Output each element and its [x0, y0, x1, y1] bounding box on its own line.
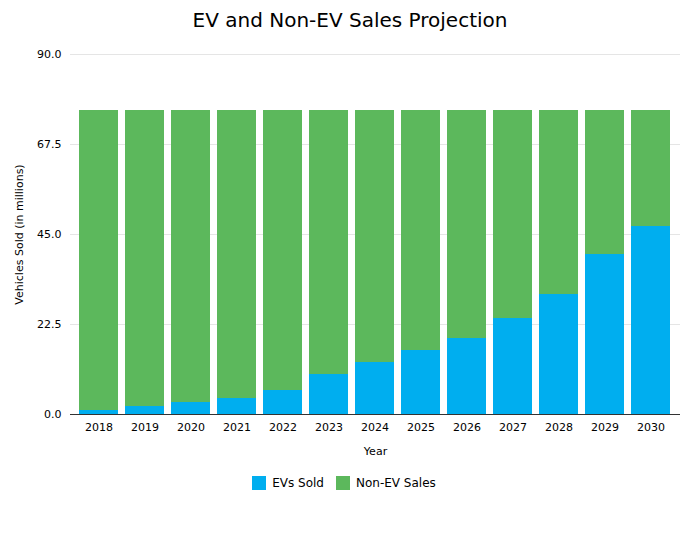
svg-text:2021: 2021: [223, 421, 251, 434]
svg-text:2027: 2027: [499, 421, 527, 434]
html-text:EVs Sold: EVs Sold: [272, 475, 324, 490]
svg-text:Vehicles Sold (in millions): Vehicles Sold (in millions): [13, 164, 26, 304]
svg-text:45.0: 45.0: [37, 228, 62, 241]
svg-text:22.5: 22.5: [37, 318, 62, 331]
html-text:Non-EV Sales: Non-EV Sales: [356, 475, 436, 490]
html-text:EV and Non-EV Sales Projection: EV and Non-EV Sales Projection: [192, 8, 508, 32]
svg-text:2019: 2019: [131, 421, 159, 434]
svg-text:2022: 2022: [269, 421, 297, 434]
svg-text:0.0: 0.0: [44, 408, 62, 421]
svg-text:2029: 2029: [591, 421, 619, 434]
svg-text:2023: 2023: [315, 421, 343, 434]
svg-text:90.0: 90.0: [37, 48, 62, 61]
svg-text:2018: 2018: [85, 421, 113, 434]
svg-text:2030: 2030: [637, 421, 665, 434]
svg-text:2025: 2025: [407, 421, 435, 434]
svg-text:Year: Year: [363, 445, 388, 458]
svg-text:2026: 2026: [453, 421, 481, 434]
svg-text:2020: 2020: [177, 421, 205, 434]
svg-text:2028: 2028: [545, 421, 573, 434]
svg-text:2024: 2024: [361, 421, 389, 434]
svg-text:67.5: 67.5: [37, 138, 62, 151]
